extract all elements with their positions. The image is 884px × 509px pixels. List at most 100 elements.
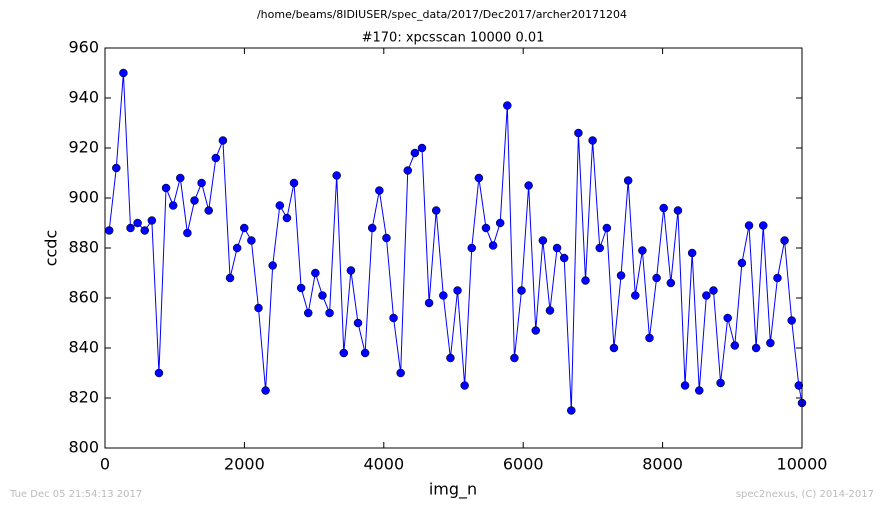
data-point <box>154 368 164 378</box>
data-point <box>467 243 477 253</box>
y-tick-label: 860 <box>68 288 99 307</box>
data-point <box>225 273 235 283</box>
data-point <box>695 386 704 395</box>
footer-left: Tue Dec 05 21:54:13 2017 <box>9 489 142 500</box>
data-point <box>126 223 135 233</box>
y-tick-label: 840 <box>68 338 99 357</box>
data-point <box>289 178 299 188</box>
data-line <box>108 72 803 411</box>
data-point <box>417 143 427 153</box>
data-point <box>680 381 690 390</box>
data-point <box>247 236 256 245</box>
data-point <box>325 308 334 318</box>
data-point <box>346 266 356 275</box>
x-tick-label: 0 <box>100 455 110 474</box>
data-point <box>303 308 313 318</box>
y-tick-label: 900 <box>68 188 99 207</box>
data-point <box>147 216 157 225</box>
data-point <box>218 136 228 145</box>
data-point <box>424 298 434 308</box>
x-axis-label: img_n <box>429 480 477 500</box>
data-point <box>268 261 277 270</box>
data-point <box>439 291 448 300</box>
data-point <box>716 378 725 388</box>
data-point <box>282 213 292 223</box>
y-tick-label: 940 <box>68 88 99 107</box>
data-point <box>104 226 114 235</box>
data-point <box>332 171 341 180</box>
data-point <box>652 273 661 283</box>
data-point <box>517 286 526 295</box>
data-point <box>709 286 718 295</box>
y-axis-label: ccdc <box>42 230 61 267</box>
y-tick-label: 920 <box>68 138 99 157</box>
data-point <box>609 343 619 353</box>
data-point <box>296 283 306 293</box>
data-point <box>119 68 128 78</box>
data-point <box>645 333 654 343</box>
data-point <box>616 271 626 280</box>
data-point <box>318 291 327 300</box>
data-point <box>581 276 590 285</box>
data-point <box>197 178 206 188</box>
data-point <box>375 186 384 195</box>
data-point <box>552 243 562 253</box>
data-point <box>382 233 391 243</box>
data-point <box>702 291 711 300</box>
data-point <box>766 338 775 348</box>
data-point <box>737 258 747 268</box>
data-point <box>559 253 569 263</box>
data-point <box>367 223 377 233</box>
data-point <box>758 221 768 230</box>
data-point <box>176 173 185 183</box>
data-point <box>623 176 633 185</box>
data-point <box>531 326 540 335</box>
data-point <box>261 386 270 395</box>
data-point <box>353 318 363 328</box>
suptitle: /home/beams/8IDIUSER/spec_data/2017/Dec2… <box>257 8 627 21</box>
data-point <box>360 348 370 358</box>
chart-title: #170: xpcsscan 10000 0.01 <box>362 31 545 46</box>
x-tick-label: 4000 <box>363 455 404 474</box>
data-point <box>339 348 349 358</box>
x-tick-label: 10000 <box>777 455 828 474</box>
data-point <box>183 228 192 238</box>
data-point <box>403 166 413 175</box>
data-point <box>211 153 221 163</box>
data-point <box>112 163 121 173</box>
data-point <box>133 218 142 228</box>
data-point <box>773 273 782 283</box>
data-point <box>673 206 683 215</box>
data-point <box>503 101 512 110</box>
data-point <box>460 381 469 390</box>
data-point <box>687 248 697 258</box>
data-point <box>595 243 604 253</box>
data-point <box>723 313 732 323</box>
y-tick-label: 880 <box>68 238 99 257</box>
data-point <box>254 303 263 313</box>
data-point <box>638 246 647 255</box>
data-point <box>794 381 804 390</box>
data-point <box>240 223 249 233</box>
y-tick-label: 800 <box>68 438 99 457</box>
data-point <box>574 128 583 138</box>
data-point <box>311 268 320 278</box>
data-point <box>474 173 484 183</box>
data-point <box>410 148 420 158</box>
data-point <box>659 203 668 213</box>
data-point <box>446 353 455 363</box>
data-point <box>431 206 441 215</box>
data-point <box>744 221 754 230</box>
data-point <box>751 343 761 353</box>
data-point <box>787 316 796 325</box>
data-point <box>545 306 555 315</box>
data-point <box>567 406 576 415</box>
data-point <box>453 286 462 295</box>
data-point <box>204 206 213 215</box>
data-point <box>396 368 405 378</box>
data-point <box>510 353 519 363</box>
data-point <box>275 201 285 210</box>
data-point <box>140 226 149 235</box>
data-point <box>168 201 178 210</box>
